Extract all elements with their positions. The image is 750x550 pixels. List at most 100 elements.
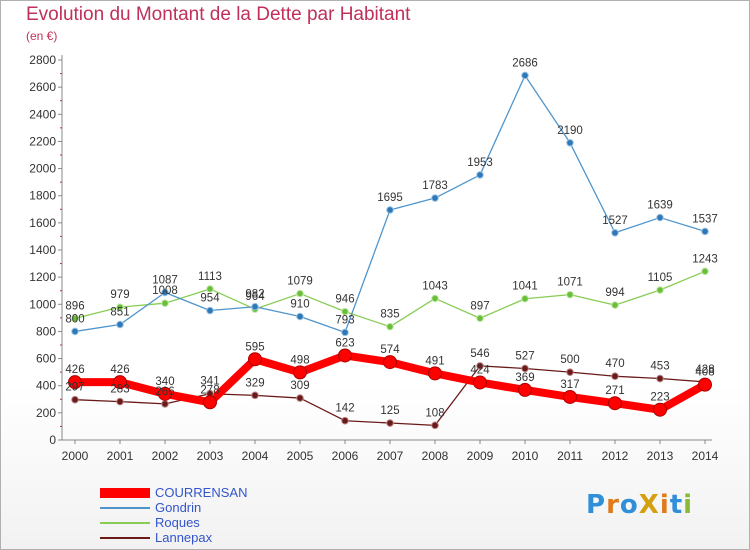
data-label: 329 — [245, 377, 264, 389]
data-label: 1537 — [692, 213, 718, 225]
data-label: 1113 — [198, 271, 222, 283]
data-point — [341, 307, 349, 316]
data-point — [206, 285, 214, 293]
data-label: 1043 — [422, 280, 448, 292]
data-point — [161, 299, 169, 308]
data-point — [203, 395, 217, 410]
data-label: 271 — [605, 385, 624, 397]
x-tick-label: 2012 — [602, 449, 629, 463]
data-point — [656, 213, 664, 222]
x-tick-label: 2007 — [377, 449, 404, 463]
data-label: 800 — [65, 313, 84, 325]
data-label: 1527 — [602, 215, 628, 227]
y-tick-label: 400 — [36, 379, 56, 393]
data-point — [611, 228, 619, 237]
x-tick-label: 2002 — [152, 449, 179, 463]
data-point — [161, 288, 169, 297]
x-tick-label: 2005 — [287, 449, 314, 463]
data-point — [296, 394, 304, 402]
data-label: 297 — [65, 382, 84, 394]
data-label: 1079 — [287, 276, 313, 288]
legend-swatch — [100, 537, 150, 539]
y-tick-label: 2000 — [29, 162, 56, 176]
data-point — [521, 294, 529, 303]
data-point — [71, 327, 79, 336]
proxiti-logo: ProXiti — [586, 490, 693, 520]
data-label: 1953 — [467, 157, 493, 169]
data-label: 369 — [515, 372, 534, 384]
data-label: 278 — [200, 384, 219, 396]
data-label: 500 — [560, 354, 579, 366]
data-point — [113, 375, 127, 390]
data-point — [386, 419, 394, 427]
logo-letter: X — [638, 490, 660, 520]
data-point — [611, 372, 619, 381]
data-label: 1087 — [152, 274, 178, 286]
data-point — [71, 395, 79, 404]
data-point — [566, 138, 574, 147]
data-point — [158, 386, 172, 401]
data-label: 283 — [110, 384, 129, 396]
y-tick-label: 2200 — [29, 134, 56, 148]
x-tick-label: 2011 — [557, 449, 583, 463]
data-label: 1243 — [692, 253, 718, 265]
x-tick-label: 2013 — [647, 449, 674, 463]
data-label: 2686 — [512, 57, 538, 69]
data-label: 2190 — [557, 125, 583, 137]
data-label: 125 — [380, 405, 399, 417]
legend-label: Gondrin — [155, 500, 202, 515]
data-point — [428, 366, 442, 381]
data-label: 982 — [245, 289, 264, 301]
chart-subtitle: (en €) — [26, 29, 58, 43]
data-point — [431, 294, 439, 303]
series-points — [68, 71, 712, 430]
logo-letter: o — [619, 490, 639, 520]
x-tick-label: 2003 — [197, 449, 224, 463]
legend-label: Lannepax — [155, 530, 213, 545]
data-point — [608, 396, 622, 411]
data-label: 994 — [605, 287, 625, 299]
data-point — [611, 301, 619, 309]
data-point — [116, 320, 124, 329]
data-label: 223 — [650, 392, 669, 404]
data-label: 426 — [110, 364, 129, 376]
data-label: 954 — [200, 293, 220, 305]
data-label: 793 — [335, 314, 354, 326]
axes: 0 200 400 600 800 1000 1200 1400 1600 1800 2000 220… — [29, 53, 718, 463]
y-tick-label: 800 — [36, 324, 56, 338]
data-label: 142 — [335, 403, 354, 415]
data-label: 896 — [65, 300, 84, 312]
data-label: 266 — [155, 386, 174, 398]
logo-letter: t — [669, 490, 684, 520]
data-point — [521, 364, 529, 373]
y-tick-label: 2600 — [29, 80, 56, 94]
data-point — [386, 206, 394, 214]
x-tick-label: 2006 — [332, 449, 359, 463]
legend-label: Roques — [155, 515, 200, 530]
data-point — [563, 389, 577, 404]
data-point — [251, 302, 259, 311]
data-point — [248, 352, 262, 367]
y-tick-label: 1000 — [29, 297, 56, 311]
logo-letter: i — [683, 490, 694, 520]
x-tick-label: 2001 — [107, 449, 134, 463]
data-label: 470 — [605, 358, 624, 370]
data-point — [566, 290, 574, 299]
data-label: 498 — [290, 354, 309, 366]
data-point — [116, 303, 124, 311]
data-point — [656, 374, 664, 383]
x-tick-label: 2010 — [512, 449, 539, 463]
y-tick-label: 2800 — [29, 53, 56, 67]
y-tick-label: 200 — [36, 406, 56, 420]
data-label: 1041 — [512, 281, 538, 293]
data-label: 1105 — [648, 272, 673, 284]
legend-swatch — [100, 522, 150, 524]
data-point — [116, 397, 124, 406]
data-point — [431, 421, 439, 430]
data-label: 595 — [245, 341, 264, 353]
data-point — [206, 306, 214, 315]
data-label: 851 — [110, 307, 129, 319]
data-label: 108 — [425, 407, 444, 419]
data-label: 527 — [515, 350, 534, 362]
